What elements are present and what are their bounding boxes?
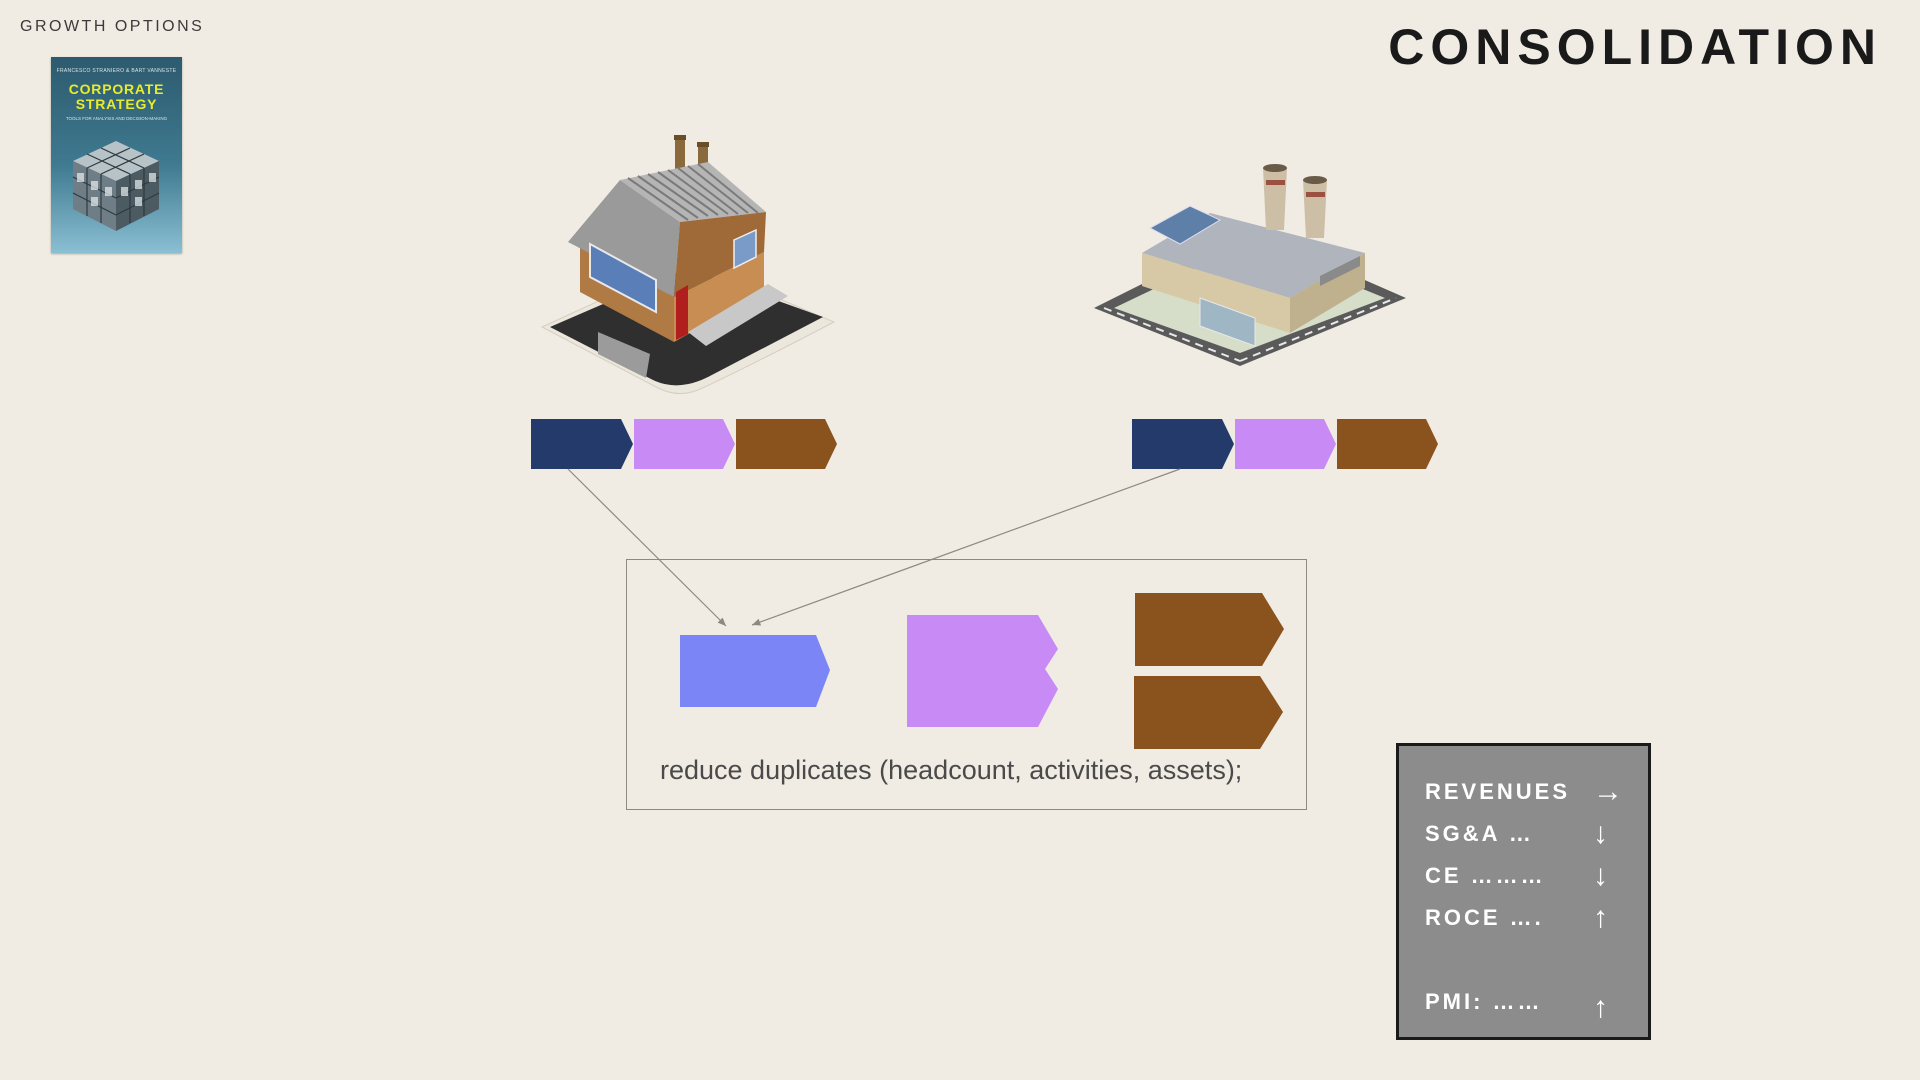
connector-right — [751, 468, 1181, 626]
metrics-panel: REVENUES → SG&A … ↓ CE ……… ↓ ROCE …. ↑ P… — [1396, 743, 1651, 1040]
metric-label: CE ……… — [1425, 863, 1546, 888]
arrow-up-icon: ↑ — [1593, 901, 1608, 934]
left-chain-step-violet — [634, 419, 735, 469]
right-value-chain — [1132, 419, 1438, 469]
reduce-duplicates-text: reduce duplicates (headcount, activities… — [660, 755, 1243, 785]
right-chain-step-violet — [1235, 419, 1336, 469]
left-chain-step-brown — [736, 419, 837, 469]
merged-step-violet — [907, 615, 1058, 727]
metric-label: ROCE …. — [1425, 905, 1544, 930]
left-value-chain — [531, 419, 837, 469]
metric-label: PMI: …… — [1425, 989, 1543, 1014]
merged-step-brown-top — [1135, 593, 1284, 666]
arrow-right-icon: → — [1593, 775, 1623, 808]
metric-row-roce: ROCE …. ↑ — [1399, 899, 1648, 939]
merged-step-brown-bottom — [1134, 676, 1283, 749]
arrow-down-icon: ↓ — [1593, 817, 1608, 850]
merged-entity-box — [626, 559, 1307, 810]
left-chain-step-navy — [531, 419, 633, 469]
connector-left — [567, 468, 727, 627]
book-cover: FRANCESCO STRANIERO & BART VANNESTE CORP… — [51, 57, 182, 253]
book-title-line-2: STRATEGY — [75, 96, 158, 112]
metric-row-ce: CE ……… ↓ — [1399, 857, 1648, 897]
merged-step-blue — [680, 635, 830, 707]
right-chain-step-brown — [1337, 419, 1438, 469]
page-title: CONSOLIDATION — [1388, 19, 1882, 75]
metric-row-pmi: PMI: …… ↑ — [1399, 983, 1648, 1023]
book-title-line-1: CORPORATE — [68, 81, 165, 97]
metric-label: SG&A … — [1425, 821, 1534, 846]
arrow-up-icon: ↑ — [1593, 991, 1608, 1024]
section-label: GROWTH OPTIONS — [20, 18, 205, 35]
metric-label: REVENUES — [1425, 779, 1571, 804]
book-authors: FRANCESCO STRANIERO & BART VANNESTE — [56, 68, 177, 74]
metric-row-revenues: REVENUES → — [1399, 773, 1648, 813]
arrow-down-icon: ↓ — [1593, 859, 1608, 892]
metric-row-sga: SG&A … ↓ — [1399, 815, 1648, 855]
merged-value-chain — [680, 593, 1284, 749]
brick-factory-icon — [540, 135, 836, 394]
rubiks-cube-icon — [72, 141, 160, 231]
book-subtitle: TOOLS FOR ANALYSIS AND DECISION-MAKING — [65, 116, 168, 121]
book-title: CORPORATE STRATEGY — [51, 82, 182, 112]
modern-plant-icon — [1094, 164, 1406, 366]
right-chain-step-navy — [1132, 419, 1234, 469]
